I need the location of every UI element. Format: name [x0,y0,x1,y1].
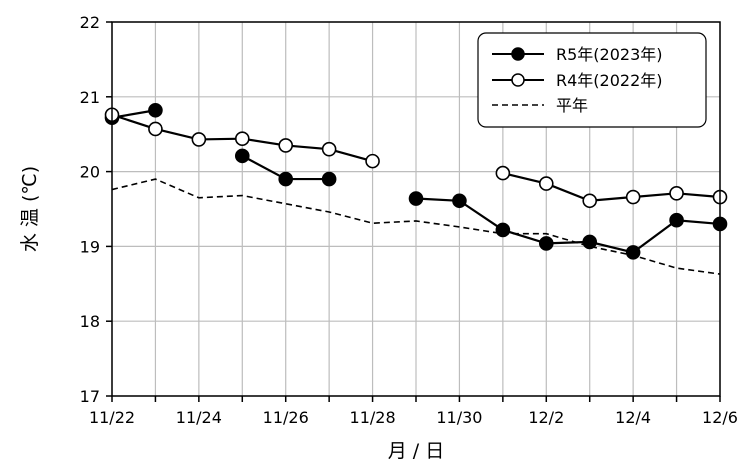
data-point [625,245,641,260]
series-line-segment [415,197,721,254]
data-point [582,234,598,250]
series-2 [111,178,721,275]
data-point [669,185,684,201]
data-point [191,132,207,147]
x-tick-label: 12/4 [615,408,651,427]
data-point [365,153,380,169]
x-tick-label: 11/28 [350,408,396,427]
y-tick-label: 19 [80,237,100,256]
data-point [278,138,294,153]
x-tick-label: 12/2 [528,408,564,427]
series-1 [104,107,728,209]
y-tick-label: 18 [80,312,100,331]
legend-r5-label: R5年(2023年) [556,45,663,64]
legend: R5年(2023年) R4年(2022年) 平年 [477,32,707,128]
data-point [278,171,294,187]
data-point [148,102,163,118]
legend-r4-marker-icon [511,73,525,87]
x-tick-label: 11/30 [436,408,482,427]
data-point [495,165,511,181]
x-tick-label: 11/26 [263,408,309,427]
y-tick-label: 22 [80,13,100,32]
series-line-segment [502,172,721,202]
x-tick-label: 12/6 [702,408,738,427]
data-point [321,141,337,157]
x-axis-ticks: 11/22 11/24 11/26 11/28 11/30 12/2 12/4 12/6 [89,396,738,427]
legend-item-normal: 平年 [492,96,588,115]
y-tick-label: 17 [80,387,100,406]
data-point [408,191,424,206]
data-point [669,212,684,228]
legend-box [477,32,707,128]
data-point [321,171,337,187]
x-axis-title: 月 / 日 [388,440,444,462]
legend-normal-label: 平年 [556,96,588,115]
series-line [111,178,721,275]
x-tick-label: 11/24 [176,408,222,427]
data-point [495,222,511,238]
data-point [625,189,641,205]
data-point [538,176,554,191]
data-point [452,193,467,209]
x-tick-label: 11/22 [89,408,135,427]
y-axis-ticks: 17 18 19 20 21 22 [80,13,112,406]
legend-item-r5: R5年(2023年) [492,45,663,64]
data-point [148,121,163,137]
data-point [234,148,250,164]
legend-r5-marker-icon [511,47,525,61]
y-axis-title: 水 温 (℃) [19,166,41,252]
data-point [538,236,554,251]
data-point [582,193,598,209]
y-tick-label: 20 [80,163,100,182]
y-tick-label: 21 [80,88,100,107]
legend-r4-label: R4年(2022年) [556,71,663,90]
data-point [234,131,250,146]
legend-item-r4: R4年(2022年) [492,71,663,90]
